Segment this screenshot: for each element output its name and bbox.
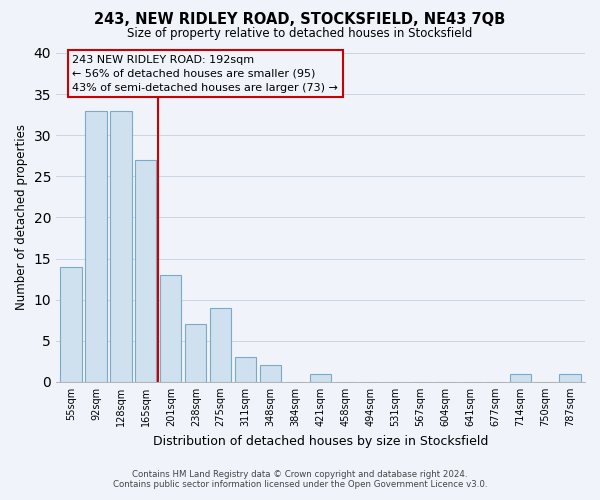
Text: 243 NEW RIDLEY ROAD: 192sqm
← 56% of detached houses are smaller (95)
43% of sem: 243 NEW RIDLEY ROAD: 192sqm ← 56% of det… (72, 54, 338, 92)
Text: Contains HM Land Registry data © Crown copyright and database right 2024.
Contai: Contains HM Land Registry data © Crown c… (113, 470, 487, 489)
Bar (160, 275, 181, 382)
Text: 243, NEW RIDLEY ROAD, STOCKSFIELD, NE43 7QB: 243, NEW RIDLEY ROAD, STOCKSFIELD, NE43 … (94, 12, 506, 28)
Bar (110, 110, 131, 382)
Bar (210, 308, 232, 382)
Bar (509, 374, 531, 382)
Bar (185, 324, 206, 382)
Bar (61, 266, 82, 382)
Bar (85, 110, 107, 382)
Bar (260, 366, 281, 382)
Bar (310, 374, 331, 382)
Y-axis label: Number of detached properties: Number of detached properties (15, 124, 28, 310)
Text: Size of property relative to detached houses in Stocksfield: Size of property relative to detached ho… (127, 28, 473, 40)
X-axis label: Distribution of detached houses by size in Stocksfield: Distribution of detached houses by size … (153, 434, 488, 448)
Bar (135, 160, 157, 382)
Bar (559, 374, 581, 382)
Bar (235, 357, 256, 382)
